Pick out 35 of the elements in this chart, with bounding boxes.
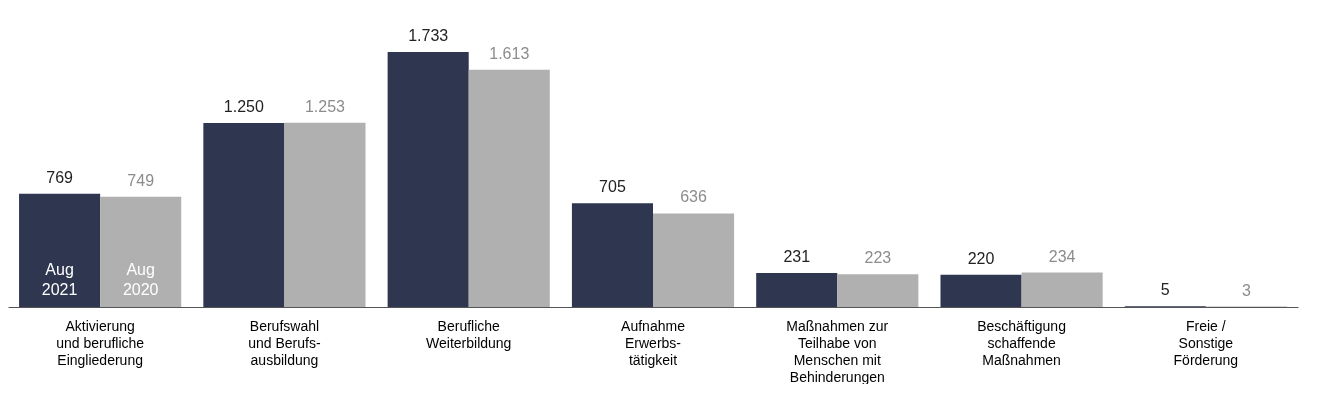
bar xyxy=(653,213,735,307)
x-tick-label: Maßnahmen zur Teilhabe von Menschen mit Behinderungen xyxy=(786,317,889,385)
data-label: 3 xyxy=(1241,281,1251,299)
bar xyxy=(940,274,1022,307)
data-label: 220 xyxy=(967,249,995,267)
series-label: Aug 2020 xyxy=(122,261,159,298)
x-tick-label: Berufswahl und Berufs- ausbildung xyxy=(248,317,321,368)
data-label: 705 xyxy=(599,178,626,196)
data-label: 231 xyxy=(783,248,811,266)
x-tick-label: Aktivierung und berufliche Eingliederung xyxy=(56,317,145,368)
data-label: 636 xyxy=(680,188,707,206)
data-label: 5 xyxy=(1160,281,1170,299)
data-label: 1.613 xyxy=(489,44,530,62)
bar xyxy=(837,274,919,307)
data-label: 1.253 xyxy=(304,97,346,115)
bar xyxy=(203,123,285,307)
x-tick-label: Beschäftigung schaffende Maßnahmen xyxy=(977,317,1066,368)
bar xyxy=(468,69,550,307)
data-label: 769 xyxy=(46,168,74,186)
bar xyxy=(571,203,653,307)
bar xyxy=(756,273,838,307)
x-tick-label: Aufnahme Erwerbs- tätigkeit xyxy=(621,317,686,368)
bar xyxy=(19,193,101,307)
series-label: Aug 2021 xyxy=(41,261,78,298)
bar xyxy=(1021,272,1103,307)
data-label: 223 xyxy=(864,249,892,267)
x-tick-label: Berufliche Weiterbildung xyxy=(426,317,512,351)
data-label: 749 xyxy=(127,171,155,189)
data-label: 1.250 xyxy=(223,98,264,116)
bar xyxy=(387,52,469,307)
data-label: 234 xyxy=(1048,247,1076,265)
data-label: 1.733 xyxy=(408,27,449,44)
bar xyxy=(284,122,366,307)
x-tick-label: Freie / Sonstige Förderung xyxy=(1173,317,1239,368)
bar xyxy=(100,196,182,307)
